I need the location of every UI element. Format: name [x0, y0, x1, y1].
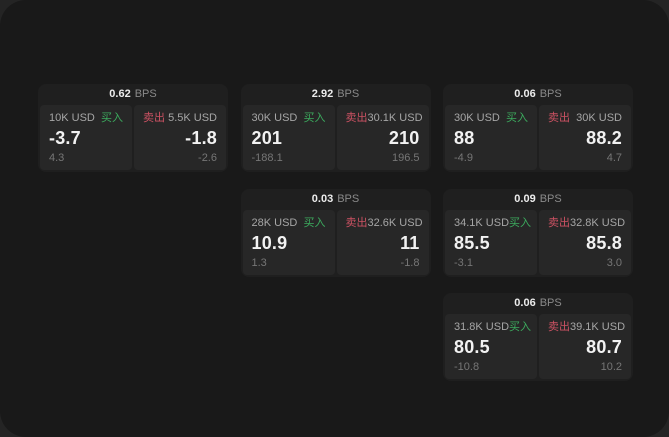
buy-notional: 34.1K USD [454, 216, 510, 229]
buy-side-label: 买入 [509, 216, 532, 229]
bps-unit: BPS [539, 88, 562, 100]
sell-price: 210 [388, 128, 420, 148]
buy-panel[interactable]: 31.8K USD 买入 80.5 -10.8 [445, 314, 537, 379]
sell-notional: 32.8K USD [570, 216, 626, 229]
bps-value: 2.92 [311, 88, 334, 100]
sell-panel[interactable]: 卖出 30.1K USD 210 196.5 [336, 105, 429, 170]
sell-notional: 39.1K USD [570, 321, 626, 333]
buy-notional: 30K USD [251, 112, 298, 124]
bps-value: 0.03 [311, 192, 334, 205]
bps-unit: BPS [539, 297, 562, 309]
sell-side-label: 卖出 [548, 112, 570, 124]
bps-header: 0.09 BPS [443, 189, 633, 210]
sell-side-label: 卖出 [345, 112, 368, 124]
buy-notional: 31.8K USD [454, 321, 510, 333]
buy-side-label: 买入 [506, 112, 528, 124]
sell-notional: 30K USD [576, 112, 622, 124]
buy-delta: -3.1 [454, 256, 473, 269]
sell-price: 80.7 [586, 337, 622, 357]
bps-value: 0.06 [514, 297, 536, 309]
bps-header: 2.92 BPS [241, 84, 431, 105]
sell-delta: -1.8 [400, 256, 420, 269]
sell-notional: 5.5K USD [168, 112, 217, 124]
buy-delta: -4.9 [454, 152, 473, 164]
sell-delta: 3.0 [606, 256, 622, 269]
buy-panel[interactable]: 28K USD 买入 10.9 1.3 [242, 209, 335, 275]
panels: 30K USD 买入 201 -188.1 卖出 30.1K USD 210 1… [241, 105, 431, 172]
buy-price: 80.5 [454, 337, 490, 357]
buy-price: 10.9 [251, 232, 288, 253]
bps-unit: BPS [337, 88, 360, 100]
panels: 10K USD 买入 -3.7 4.3 卖出 5.5K USD -1.8 -2.… [38, 105, 228, 172]
sell-notional: 32.6K USD [367, 216, 423, 229]
quote-card-6: 0.06 BPS 31.8K USD 买入 80.5 -10.8 卖出 39.1… [443, 293, 633, 381]
sell-delta: 196.5 [391, 152, 420, 164]
bps-header: 0.06 BPS [443, 293, 633, 314]
sell-notional: 30.1K USD [367, 112, 423, 124]
buy-price: 85.5 [454, 232, 490, 253]
buy-delta: -10.8 [454, 361, 480, 373]
sell-price: -1.8 [185, 128, 217, 148]
bps-value: 0.06 [514, 88, 536, 100]
quote-card-5: 0.09 BPS 34.1K USD 买入 85.5 -3.1 卖出 32.8K… [443, 188, 633, 277]
buy-side-label: 买入 [509, 321, 532, 333]
buy-panel[interactable]: 34.1K USD 买入 85.5 -3.1 [445, 209, 537, 275]
quote-card-4: 0.03 BPS 28K USD 买入 10.9 1.3 卖出 32.6K US… [240, 188, 431, 277]
sell-side-label: 卖出 [548, 216, 570, 229]
quote-card-1: 0.62 BPS 10K USD 买入 -3.7 4.3 卖出 5.5K USD [38, 84, 228, 172]
buy-notional: 30K USD [454, 112, 500, 124]
sell-side-label: 卖出 [548, 321, 570, 333]
bps-header: 0.06 BPS [443, 84, 633, 105]
panels: 31.8K USD 买入 80.5 -10.8 卖出 39.1K USD 80.… [443, 314, 633, 381]
buy-price: 201 [251, 128, 283, 148]
panels: 30K USD 买入 88 -4.9 卖出 30K USD 88.2 4.7 [443, 105, 633, 172]
quote-card-2: 2.92 BPS 30K USD 买入 201 -188.1 卖出 30.1K … [240, 84, 431, 172]
sell-price: 88.2 [586, 128, 622, 148]
sell-side-label: 卖出 [345, 216, 368, 229]
panels: 28K USD 买入 10.9 1.3 卖出 32.6K USD 11 -1.8 [241, 209, 431, 277]
buy-notional: 10K USD [49, 112, 95, 124]
sell-panel[interactable]: 卖出 5.5K USD -1.8 -2.6 [134, 105, 226, 170]
bps-unit: BPS [134, 88, 157, 100]
bps-header: 0.03 BPS [241, 189, 431, 210]
bps-header: 0.62 BPS [38, 84, 228, 105]
quote-card-3: 0.06 BPS 30K USD 买入 88 -4.9 卖出 30K USD [443, 84, 633, 172]
bps-value: 0.09 [514, 192, 536, 205]
sell-price: 11 [400, 232, 420, 253]
sell-panel[interactable]: 卖出 39.1K USD 80.7 10.2 [539, 314, 631, 379]
buy-side-label: 买入 [303, 216, 326, 229]
bps-value: 0.62 [109, 88, 131, 100]
buy-price: 88 [454, 128, 475, 148]
buy-panel[interactable]: 30K USD 买入 201 -188.1 [242, 105, 335, 170]
sell-panel[interactable]: 卖出 32.6K USD 11 -1.8 [336, 209, 429, 275]
quote-grid: 0.62 BPS 10K USD 买入 -3.7 4.3 卖出 5.5K USD [38, 84, 633, 381]
sell-delta: -2.6 [198, 152, 217, 164]
sell-panel[interactable]: 卖出 32.8K USD 85.8 3.0 [539, 209, 631, 275]
sell-delta: 10.2 [600, 361, 622, 373]
sell-panel[interactable]: 卖出 30K USD 88.2 4.7 [539, 105, 631, 170]
panels: 34.1K USD 买入 85.5 -3.1 卖出 32.8K USD 85.8… [443, 209, 633, 277]
buy-panel[interactable]: 10K USD 买入 -3.7 4.3 [40, 105, 132, 170]
sell-side-label: 卖出 [143, 112, 165, 124]
sell-price: 85.8 [586, 232, 622, 253]
buy-side-label: 买入 [101, 112, 123, 124]
buy-panel[interactable]: 30K USD 买入 88 -4.9 [445, 105, 537, 170]
buy-delta: 4.3 [49, 152, 65, 164]
buy-notional: 28K USD [251, 216, 298, 229]
bps-unit: BPS [539, 192, 562, 205]
buy-side-label: 买入 [303, 112, 326, 124]
buy-delta: -188.1 [251, 152, 283, 164]
bps-unit: BPS [337, 192, 360, 205]
buy-price: -3.7 [49, 128, 81, 148]
buy-delta: 1.3 [251, 256, 267, 269]
sell-delta: 4.7 [606, 152, 622, 164]
